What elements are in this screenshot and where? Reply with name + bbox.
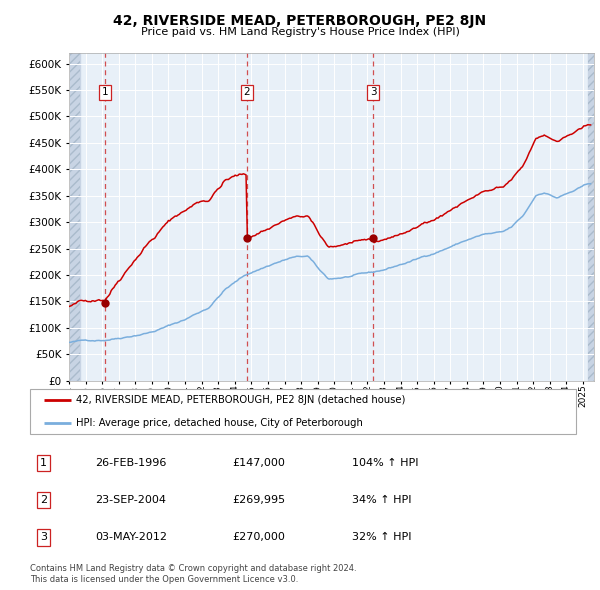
Text: 3: 3	[40, 532, 47, 542]
Text: Price paid vs. HM Land Registry's House Price Index (HPI): Price paid vs. HM Land Registry's House …	[140, 28, 460, 37]
Text: 42, RIVERSIDE MEAD, PETERBOROUGH, PE2 8JN: 42, RIVERSIDE MEAD, PETERBOROUGH, PE2 8J…	[113, 14, 487, 28]
Bar	[589, 53, 594, 381]
Bar	[589, 53, 594, 381]
Text: 1: 1	[40, 458, 47, 468]
Text: Contains HM Land Registry data © Crown copyright and database right 2024.: Contains HM Land Registry data © Crown c…	[30, 564, 356, 573]
Text: 1: 1	[101, 87, 108, 97]
Bar	[69, 53, 80, 381]
Bar	[69, 53, 80, 381]
Text: £269,995: £269,995	[232, 495, 285, 505]
Text: HPI: Average price, detached house, City of Peterborough: HPI: Average price, detached house, City…	[76, 418, 363, 428]
Text: 26-FEB-1996: 26-FEB-1996	[95, 458, 167, 468]
Text: 03-MAY-2012: 03-MAY-2012	[95, 532, 167, 542]
Text: This data is licensed under the Open Government Licence v3.0.: This data is licensed under the Open Gov…	[30, 575, 298, 584]
Text: £147,000: £147,000	[232, 458, 285, 468]
Text: 23-SEP-2004: 23-SEP-2004	[95, 495, 167, 505]
Text: 32% ↑ HPI: 32% ↑ HPI	[352, 532, 412, 542]
Text: £270,000: £270,000	[232, 532, 285, 542]
Text: 2: 2	[244, 87, 250, 97]
FancyBboxPatch shape	[30, 389, 576, 434]
Text: 104% ↑ HPI: 104% ↑ HPI	[352, 458, 419, 468]
Text: 3: 3	[370, 87, 376, 97]
Text: 2: 2	[40, 495, 47, 505]
Text: 34% ↑ HPI: 34% ↑ HPI	[352, 495, 412, 505]
Text: 42, RIVERSIDE MEAD, PETERBOROUGH, PE2 8JN (detached house): 42, RIVERSIDE MEAD, PETERBOROUGH, PE2 8J…	[76, 395, 406, 405]
